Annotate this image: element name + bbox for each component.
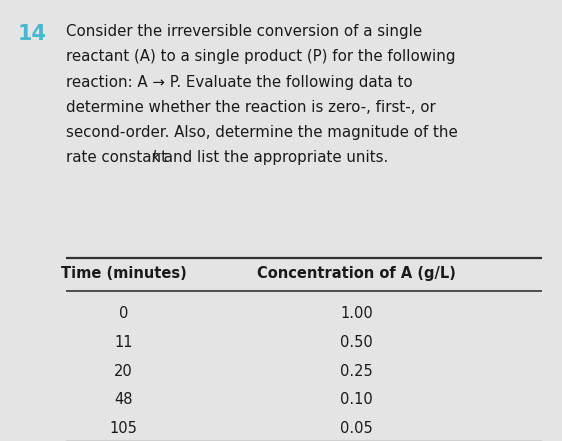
Text: 0.05: 0.05 [341, 421, 373, 436]
Text: Consider the irreversible conversion of a single: Consider the irreversible conversion of … [66, 24, 423, 39]
Text: and list the appropriate units.: and list the appropriate units. [159, 150, 388, 165]
Text: rate constant: rate constant [66, 150, 172, 165]
Text: Time (minutes): Time (minutes) [61, 266, 187, 281]
Text: 20: 20 [114, 364, 133, 379]
Text: reaction: A → P. Evaluate the following data to: reaction: A → P. Evaluate the following … [66, 75, 413, 90]
Text: 105: 105 [110, 421, 138, 436]
Text: 0: 0 [119, 306, 128, 321]
Text: 1.00: 1.00 [341, 306, 373, 321]
Text: second-order. Also, determine the magnitude of the: second-order. Also, determine the magnit… [66, 125, 458, 140]
Text: 14: 14 [18, 24, 47, 44]
Text: Concentration of A (g/L): Concentration of A (g/L) [257, 266, 456, 281]
Text: reactant (A) to a single product (P) for the following: reactant (A) to a single product (P) for… [66, 49, 456, 64]
Text: determine whether the reaction is zero-, first-, or: determine whether the reaction is zero-,… [66, 100, 436, 115]
Text: k: k [152, 150, 161, 165]
Text: 11: 11 [115, 335, 133, 350]
Text: 0.25: 0.25 [341, 364, 373, 379]
Text: 48: 48 [115, 392, 133, 407]
Text: 0.50: 0.50 [341, 335, 373, 350]
Text: 0.10: 0.10 [341, 392, 373, 407]
